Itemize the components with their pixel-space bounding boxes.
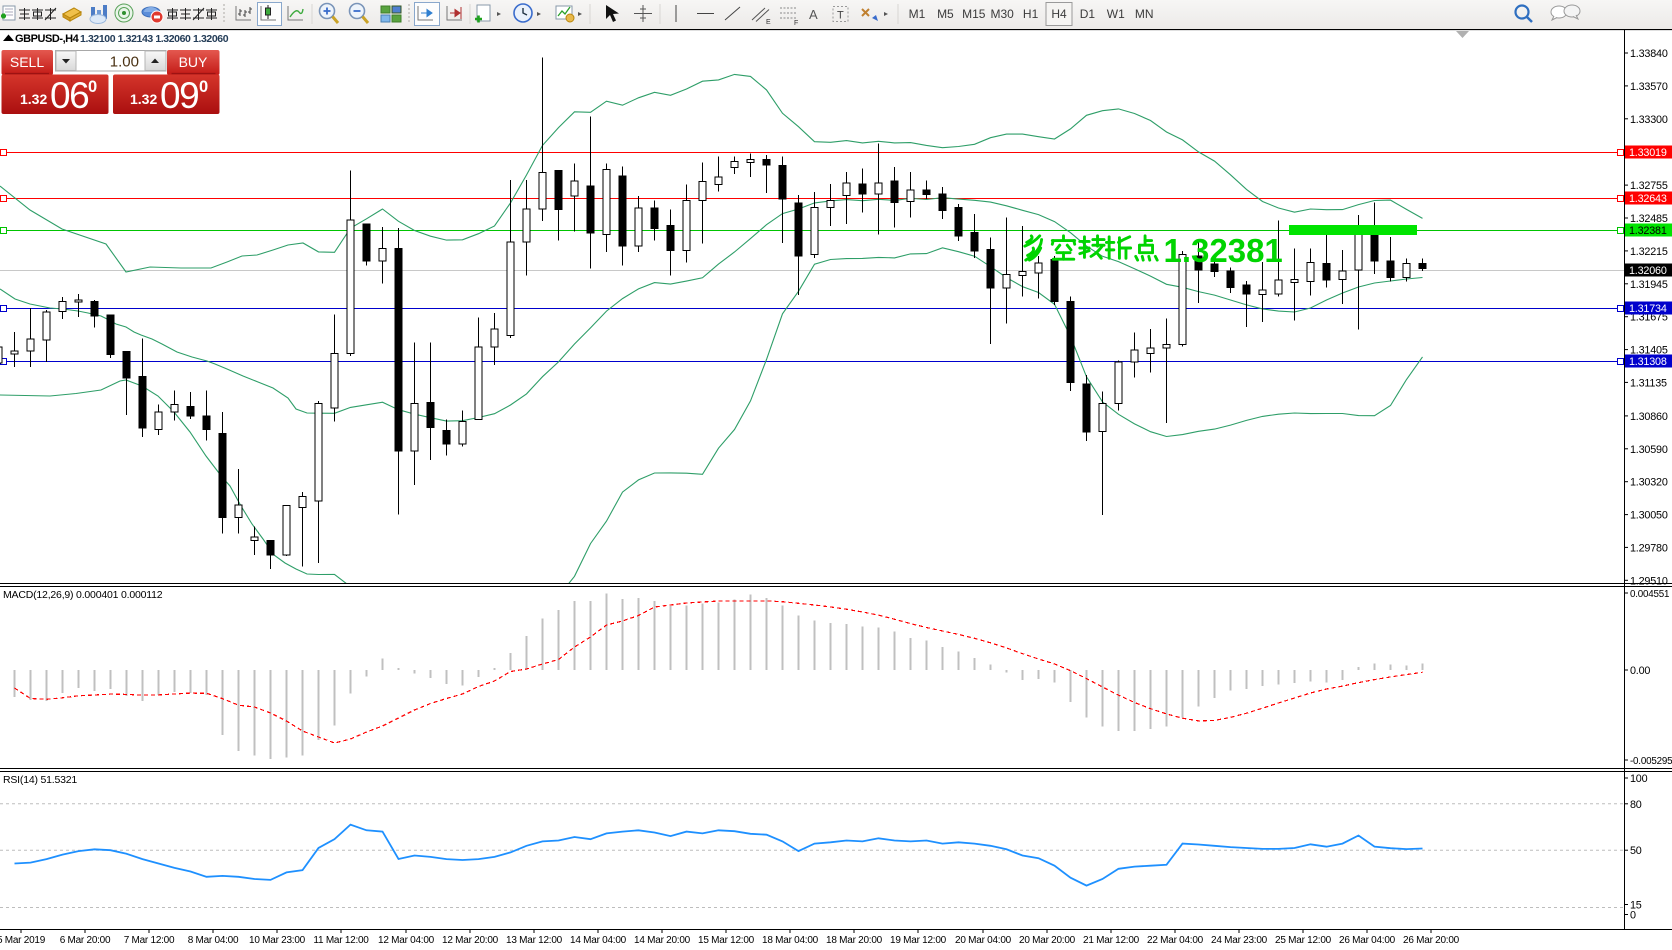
svg-text:18 Mar 04:00: 18 Mar 04:00: [762, 935, 819, 946]
svg-text:0.004551: 0.004551: [1630, 589, 1669, 600]
svg-text:A: A: [809, 7, 818, 22]
svg-text:M5: M5: [937, 7, 954, 21]
svg-text:1.32060: 1.32060: [1629, 265, 1667, 277]
svg-text:7 Mar 12:00: 7 Mar 12:00: [124, 935, 175, 946]
svg-text:1.33840: 1.33840: [1630, 48, 1668, 60]
svg-text:1.31135: 1.31135: [1630, 377, 1667, 389]
svg-text:09: 09: [160, 75, 198, 116]
svg-text:1.29510: 1.29510: [1630, 575, 1668, 587]
svg-text:1.29780: 1.29780: [1630, 542, 1668, 554]
svg-text:12 Mar 04:00: 12 Mar 04:00: [378, 935, 435, 946]
svg-text:0.00: 0.00: [1630, 665, 1650, 677]
svg-text:1.31945: 1.31945: [1630, 279, 1668, 291]
svg-text:1.32381: 1.32381: [1629, 225, 1667, 237]
svg-text:80: 80: [1630, 799, 1642, 811]
svg-text:W1: W1: [1107, 7, 1125, 21]
svg-text:100: 100: [1630, 773, 1648, 785]
svg-text:50: 50: [1630, 845, 1642, 857]
svg-text:1.32: 1.32: [130, 91, 157, 107]
svg-text:13 Mar 12:00: 13 Mar 12:00: [506, 935, 563, 946]
svg-text:1.33300: 1.33300: [1630, 114, 1668, 126]
svg-text:H1: H1: [1023, 7, 1039, 21]
svg-text:SELL: SELL: [10, 54, 44, 70]
svg-text:1.32643: 1.32643: [1629, 193, 1667, 205]
svg-text:10 Mar 23:00: 10 Mar 23:00: [249, 935, 306, 946]
svg-text:1.32215: 1.32215: [1630, 246, 1668, 258]
svg-text:BUY: BUY: [179, 54, 208, 70]
svg-text:F: F: [794, 20, 798, 27]
svg-text:0: 0: [88, 78, 97, 96]
svg-text:1.33019: 1.33019: [1629, 147, 1667, 159]
svg-text:1.32100 1.32143 1.32060 1.3206: 1.32100 1.32143 1.32060 1.32060: [80, 33, 229, 45]
svg-text:8 Mar 04:00: 8 Mar 04:00: [188, 935, 239, 946]
svg-text:1.30860: 1.30860: [1630, 411, 1668, 423]
svg-text:1.31675: 1.31675: [1630, 312, 1668, 324]
svg-text:5 Mar 2019: 5 Mar 2019: [0, 935, 46, 946]
svg-text:14 Mar 20:00: 14 Mar 20:00: [634, 935, 691, 946]
svg-text:20 Mar 20:00: 20 Mar 20:00: [1019, 935, 1076, 946]
svg-text:1.30320: 1.30320: [1630, 477, 1668, 489]
svg-text:19 Mar 12:00: 19 Mar 12:00: [890, 935, 947, 946]
svg-text:1.31405: 1.31405: [1630, 345, 1668, 357]
svg-text:14 Mar 04:00: 14 Mar 04:00: [570, 935, 627, 946]
svg-text:1.33570: 1.33570: [1630, 81, 1668, 93]
svg-text:D1: D1: [1080, 7, 1096, 21]
svg-text:15 Mar 12:00: 15 Mar 12:00: [698, 935, 755, 946]
svg-text:1.30050: 1.30050: [1630, 510, 1668, 522]
svg-text:1.32485: 1.32485: [1630, 213, 1668, 225]
svg-text:M30: M30: [991, 7, 1015, 21]
svg-text:24 Mar 23:00: 24 Mar 23:00: [1211, 935, 1268, 946]
svg-text:0: 0: [1630, 910, 1636, 922]
svg-text:18 Mar 20:00: 18 Mar 20:00: [826, 935, 883, 946]
svg-text:E: E: [766, 19, 771, 26]
svg-text:26 Mar 20:00: 26 Mar 20:00: [1403, 935, 1460, 946]
svg-text:22 Mar 04:00: 22 Mar 04:00: [1147, 935, 1204, 946]
svg-text:1.32381: 1.32381: [1164, 232, 1283, 269]
svg-text:1.32: 1.32: [20, 91, 47, 107]
svg-text:1.31734: 1.31734: [1629, 303, 1667, 315]
svg-text:20 Mar 04:00: 20 Mar 04:00: [955, 935, 1012, 946]
svg-text:1.32755: 1.32755: [1630, 180, 1668, 192]
svg-text:GBPUSD-,H4: GBPUSD-,H4: [15, 33, 80, 45]
svg-text:12 Mar 20:00: 12 Mar 20:00: [442, 935, 499, 946]
svg-text:26 Mar 04:00: 26 Mar 04:00: [1339, 935, 1396, 946]
svg-text:1.30590: 1.30590: [1630, 444, 1668, 456]
svg-text:1.31308: 1.31308: [1629, 356, 1667, 368]
svg-text:RSI(14) 51.5321: RSI(14) 51.5321: [3, 774, 77, 786]
svg-text:21 Mar 12:00: 21 Mar 12:00: [1083, 935, 1140, 946]
svg-text:0: 0: [199, 78, 208, 96]
svg-text:25 Mar 12:00: 25 Mar 12:00: [1275, 935, 1332, 946]
svg-text:6 Mar 20:00: 6 Mar 20:00: [60, 935, 111, 946]
svg-text:T: T: [837, 10, 844, 22]
svg-text:1.00: 1.00: [110, 54, 139, 71]
svg-text:-0.005295: -0.005295: [1630, 756, 1672, 767]
svg-text:M1: M1: [909, 7, 926, 21]
svg-text:06: 06: [50, 75, 88, 116]
svg-text:11 Mar 12:00: 11 Mar 12:00: [313, 935, 369, 946]
svg-text:M15: M15: [962, 7, 986, 21]
svg-text:MN: MN: [1135, 7, 1154, 21]
svg-text:MACD(12,26,9) 0.000401 0.00011: MACD(12,26,9) 0.000401 0.000112: [3, 589, 163, 601]
svg-text:H4: H4: [1051, 7, 1067, 21]
svg-text:15: 15: [1630, 900, 1642, 912]
